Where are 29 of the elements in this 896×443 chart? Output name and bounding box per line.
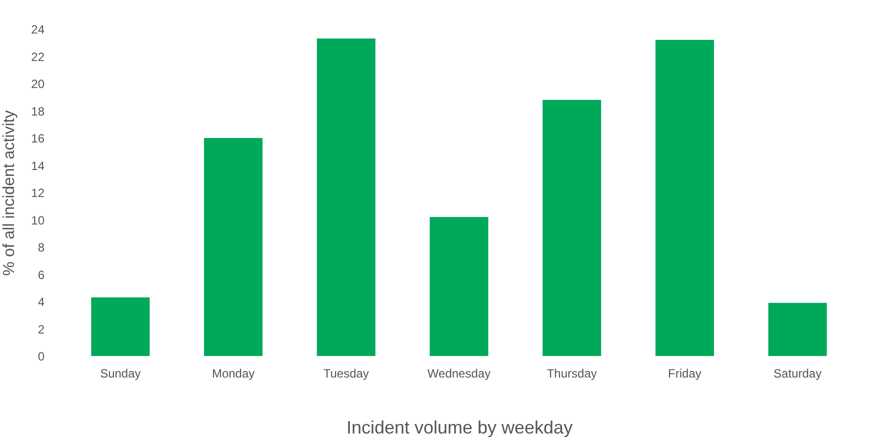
y-tick-label: 8	[38, 240, 45, 254]
bar	[91, 297, 150, 356]
y-tick-label: 4	[38, 295, 45, 309]
y-tick-label: 22	[31, 50, 45, 64]
y-tick-label: 12	[31, 186, 45, 200]
bar	[316, 38, 376, 356]
y-tick-label: 2	[38, 322, 45, 336]
x-tick-label: Sunday	[100, 366, 141, 380]
y-tick-label: 24	[31, 22, 45, 36]
y-tick-label: 0	[38, 350, 45, 364]
x-tick-label: Saturday	[774, 366, 822, 380]
bar	[768, 302, 827, 356]
bar	[655, 40, 714, 356]
x-tick-label: Wednesday	[427, 366, 491, 380]
bar	[204, 138, 263, 356]
x-tick-label: Tuesday	[323, 366, 369, 380]
y-tick-label: 20	[31, 77, 45, 91]
x-tick-label: Monday	[212, 366, 255, 380]
y-tick-label: 16	[31, 132, 45, 146]
bar	[430, 217, 488, 356]
x-tick-label: Friday	[668, 366, 702, 380]
y-tick-label: 14	[31, 158, 45, 173]
y-tick-label: 6	[38, 268, 45, 282]
y-tick-label: 18	[31, 104, 45, 118]
x-axis-title: Incident volume by weekday	[346, 418, 573, 438]
bar	[542, 100, 602, 356]
y-axis-title: % of all incident activity	[1, 110, 18, 276]
x-tick-label: Thursday	[546, 366, 597, 380]
y-tick-label: 10	[31, 213, 45, 228]
